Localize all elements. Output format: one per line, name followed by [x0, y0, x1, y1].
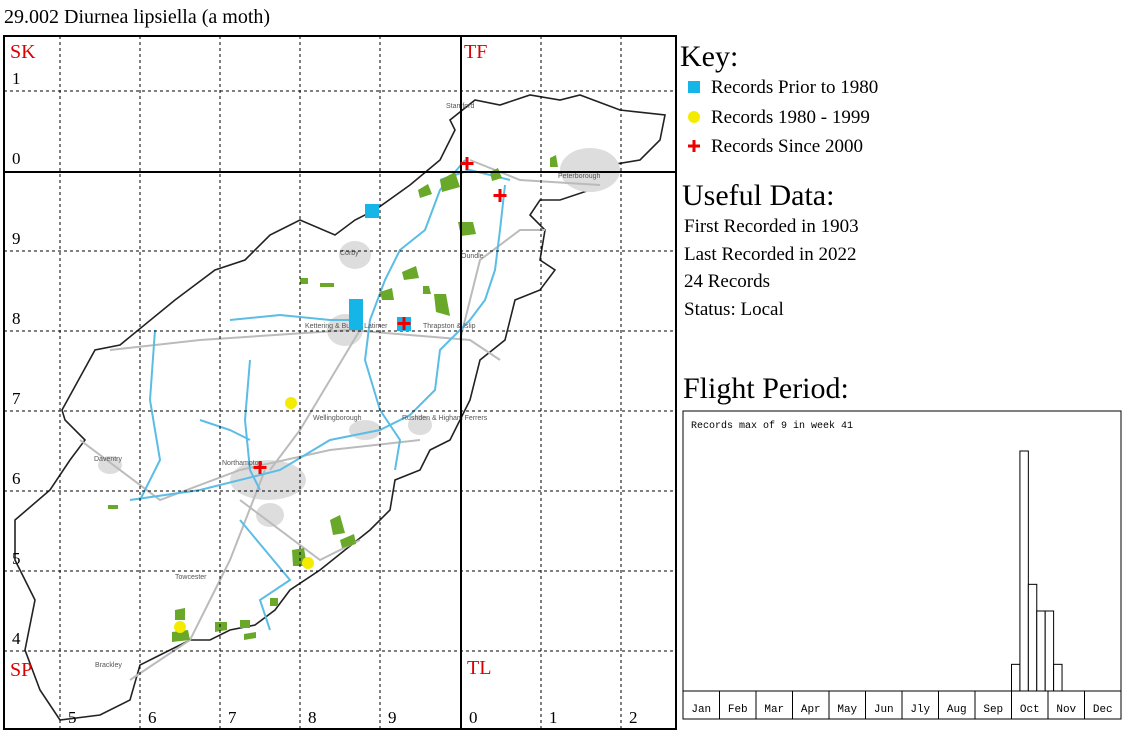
- data-line: 24 Records: [684, 271, 770, 292]
- map: StamfordCorbyOundlePeterboroughKettering…: [3, 35, 677, 730]
- record-since-2000: [253, 157, 507, 474]
- month-label: Apr: [801, 704, 821, 716]
- key-item: Records Since 2000: [711, 136, 863, 157]
- week-bar: [1011, 663, 1021, 692]
- northing-label: 6: [12, 469, 21, 488]
- data-line: First Recorded in 1903: [684, 216, 859, 237]
- record-1980-1999: [285, 397, 297, 409]
- easting-label: 8: [308, 708, 317, 727]
- month-label: Feb: [728, 704, 748, 716]
- town-label: Daventry: [94, 456, 123, 463]
- key-item: Records 1980 - 1999: [711, 107, 870, 128]
- record-1980-1999: [302, 557, 314, 569]
- square-label: TF: [464, 41, 487, 63]
- northing-label: 8: [12, 309, 21, 328]
- easting-label: 6: [148, 708, 157, 727]
- square-label: TL: [467, 657, 491, 679]
- month-label: Jly: [910, 704, 930, 716]
- easting-label: 5: [68, 708, 77, 727]
- town-label: Peterborough: [558, 173, 601, 180]
- town-label: Thrapston & Islip: [423, 323, 476, 330]
- northing-label: 4: [12, 629, 21, 648]
- northing-label: 7: [12, 389, 21, 408]
- section-title: Flight Period:: [683, 372, 849, 405]
- northing-label: 1: [12, 69, 21, 88]
- rivers: [129, 159, 511, 631]
- town-label: Corby: [340, 250, 359, 257]
- month-label: Dec: [1093, 704, 1113, 716]
- key-item: Records Prior to 1980: [711, 77, 878, 98]
- month-label: Aug: [947, 704, 967, 716]
- chart-note: Records max of 9 in week 41: [691, 420, 853, 432]
- key: Key: Records Prior to 1980 Records 1980 …: [680, 40, 878, 157]
- month-label: Mar: [764, 704, 784, 716]
- easting-label: 9: [388, 708, 397, 727]
- easting-label: 7: [228, 708, 237, 727]
- week-bar: [1036, 610, 1046, 692]
- record-prior-1980: [365, 204, 379, 218]
- towns-areas: [98, 148, 620, 527]
- northing-label: 5: [12, 549, 21, 568]
- month-label: Jan: [691, 704, 711, 716]
- key-icon: [688, 81, 700, 93]
- week-bar: [1019, 450, 1029, 692]
- week-bar: [1053, 663, 1063, 692]
- easting-label: 0: [469, 708, 478, 727]
- week-bar: [1044, 610, 1055, 692]
- town-label: Kettering & Burton Latimer: [305, 323, 388, 330]
- section-title: Useful Data:: [682, 179, 834, 212]
- key-icon: [688, 111, 700, 123]
- town-label: Rushden & Higham Ferrers: [402, 415, 488, 422]
- easting-label: 1: [549, 708, 558, 727]
- town-label: Northampton: [222, 460, 263, 467]
- data-line: Status: Local: [684, 299, 784, 320]
- square-label: SP: [10, 659, 32, 681]
- town-label: Wellingborough: [313, 415, 362, 422]
- town-label: Brackley: [95, 662, 122, 669]
- flight-period: Flight Period: Records max of 9 in week …: [682, 372, 1122, 720]
- woodland: [108, 155, 558, 642]
- page-title: 29.002 Diurnea lipsiella (a moth): [4, 6, 270, 28]
- key-title: Key:: [680, 40, 738, 73]
- northing-label: 0: [12, 149, 21, 168]
- month-label: Oct: [1020, 704, 1040, 716]
- easting-label: 2: [629, 708, 638, 727]
- town-label: Towcester: [175, 574, 207, 581]
- grid: [3, 35, 677, 730]
- easting-labels: 5 6 7 8 9 0 1 2: [68, 708, 638, 727]
- month-label: Sep: [983, 704, 1003, 716]
- week-bar: [1027, 583, 1038, 692]
- town-label: Oundle: [461, 253, 484, 260]
- month-label: May: [837, 704, 857, 716]
- northing-label: 9: [12, 229, 21, 248]
- key-icon: [688, 140, 700, 152]
- map-frame: [3, 35, 677, 730]
- month-label: Jun: [874, 704, 894, 716]
- month-label: Nov: [1056, 704, 1076, 716]
- data-line: Last Recorded in 2022: [684, 244, 857, 265]
- useful-data: Useful Data: First Recorded in 1903 Last…: [682, 179, 859, 320]
- records: [174, 157, 507, 633]
- square-label: SK: [10, 41, 36, 63]
- record-prior-1980: [349, 299, 363, 330]
- record-1980-1999: [174, 621, 186, 633]
